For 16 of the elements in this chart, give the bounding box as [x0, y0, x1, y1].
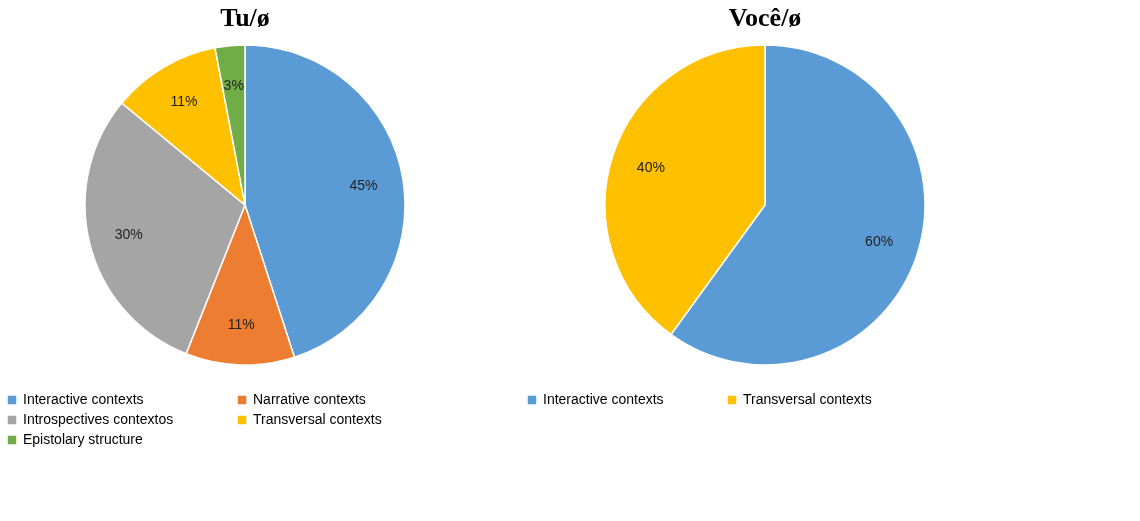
- legend-label: Introspectives contextos: [23, 411, 174, 427]
- data-label: 45%: [349, 177, 378, 194]
- chart-title: Você/ø: [728, 3, 802, 32]
- legend-label: Transversal contexts: [253, 411, 382, 427]
- data-label: 3%: [223, 76, 244, 93]
- legend-label: Epistolary structure: [23, 431, 144, 447]
- legend-label: Transversal contexts: [743, 391, 872, 407]
- data-label: 11%: [227, 315, 255, 332]
- legend-label: Interactive contexts: [23, 391, 144, 407]
- legend-label: Interactive contexts: [543, 391, 664, 407]
- chart-title: Tu/ø: [220, 3, 270, 32]
- legend-label: Narrative contexts: [253, 391, 366, 407]
- data-label: 11%: [170, 92, 198, 109]
- data-label: 60%: [865, 233, 894, 250]
- data-label: 30%: [114, 225, 143, 242]
- data-label: 40%: [636, 158, 665, 175]
